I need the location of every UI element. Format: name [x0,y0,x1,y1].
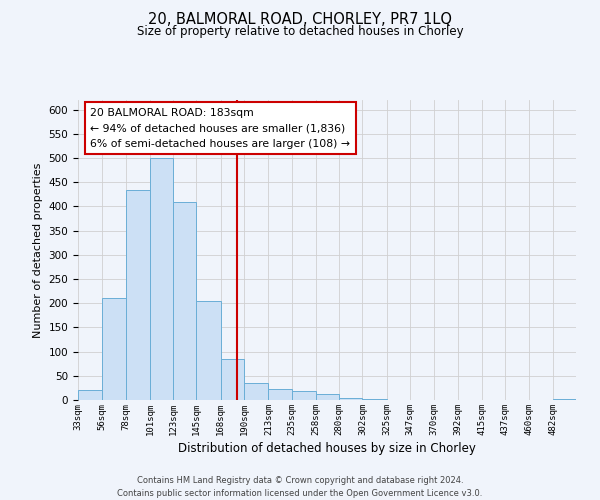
Bar [244,383,268,400]
Bar [125,190,150,400]
Text: Size of property relative to detached houses in Chorley: Size of property relative to detached ho… [137,25,463,38]
Bar [553,399,576,400]
Bar [339,398,362,400]
Bar [316,394,339,400]
X-axis label: Distribution of detached houses by size in Chorley: Distribution of detached houses by size … [178,442,476,455]
Bar [268,390,292,400]
Y-axis label: Number of detached properties: Number of detached properties [33,162,43,338]
Text: 20 BALMORAL ROAD: 183sqm
← 94% of detached houses are smaller (1,836)
6% of semi: 20 BALMORAL ROAD: 183sqm ← 94% of detach… [91,108,350,148]
Bar [196,301,221,400]
Bar [173,202,196,400]
Bar [78,390,103,400]
Bar [221,359,244,400]
Text: Contains HM Land Registry data © Crown copyright and database right 2024.
Contai: Contains HM Land Registry data © Crown c… [118,476,482,498]
Text: 20, BALMORAL ROAD, CHORLEY, PR7 1LQ: 20, BALMORAL ROAD, CHORLEY, PR7 1LQ [148,12,452,28]
Bar [103,298,125,400]
Bar [150,158,173,400]
Bar [292,392,316,400]
Bar [362,399,387,400]
